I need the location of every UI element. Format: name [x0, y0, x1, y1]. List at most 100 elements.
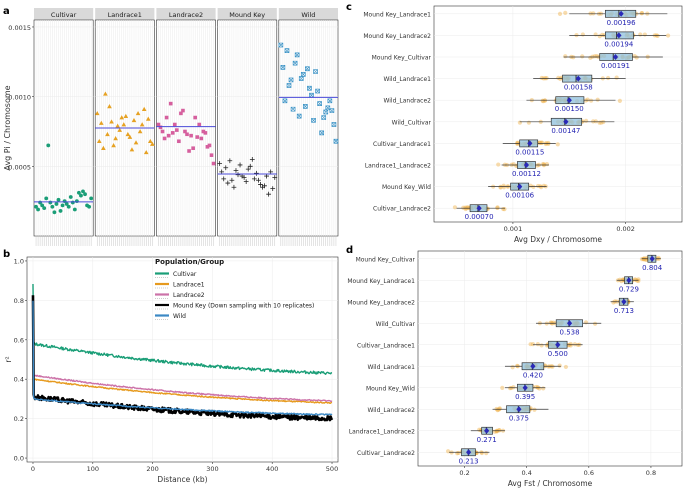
- panel-a-point: [66, 204, 71, 209]
- box-data-point: [548, 320, 553, 325]
- panel-a-facet-strip: [156, 8, 216, 20]
- panel-a-point: [42, 206, 47, 211]
- box-mean-label: 0.00158: [564, 84, 593, 92]
- box-data-point: [557, 11, 563, 17]
- panel-a-point: [237, 162, 243, 168]
- box-data-point: [494, 429, 500, 434]
- box-mean-marker: [621, 298, 627, 305]
- panel-a-point: [127, 134, 133, 139]
- panel-a-facet-box: [217, 19, 278, 237]
- box-data-point: [584, 118, 589, 123]
- panel-a-facet-title: Wild: [301, 11, 315, 19]
- box-row-label: Cultivar_Landrace1: [357, 342, 415, 349]
- box-mean-marker: [523, 162, 530, 168]
- box-data-point: [636, 278, 641, 284]
- panel-a-point: [207, 143, 212, 148]
- panel-a-point: [89, 196, 94, 201]
- box-data-point: [588, 55, 593, 60]
- box-mean-label: 0.500: [548, 350, 568, 358]
- panel-a-point: [58, 209, 63, 213]
- panel-a-point: [150, 141, 155, 146]
- panel-a-point: [46, 143, 51, 148]
- panel-a-point: [292, 60, 298, 66]
- box-data-point: [639, 11, 644, 16]
- box-mean-marker: [575, 75, 581, 82]
- box-data-point: [515, 363, 520, 368]
- panel-a-point: [278, 42, 284, 48]
- panel-a-point: [229, 177, 235, 183]
- box-row-label: Mound Key_Landrace2: [347, 299, 415, 306]
- box-data-point: [563, 10, 568, 15]
- box-data-point: [639, 10, 645, 16]
- panel-a-point: [133, 140, 139, 145]
- panel-a-point: [313, 69, 318, 74]
- panel-a-point: [137, 129, 143, 134]
- box-data-point: [563, 54, 568, 59]
- panel-b-plot-area: [26, 256, 339, 463]
- box-mean-marker: [466, 449, 472, 456]
- box-data-point: [539, 185, 544, 190]
- panel-a-point: [211, 161, 216, 166]
- box-data-point: [539, 140, 544, 146]
- box-data-point: [585, 97, 590, 102]
- box-mean-marker: [522, 384, 528, 391]
- panel-a-point: [201, 129, 206, 134]
- box-data-point: [497, 406, 502, 411]
- box-data-point: [511, 385, 516, 390]
- box-data-point: [605, 75, 611, 81]
- panel-a-point: [183, 129, 187, 134]
- box-data-point: [455, 451, 460, 456]
- panel-a-point: [302, 104, 308, 109]
- panel-a-point: [83, 192, 87, 197]
- box-row-label: Wild_Landrace2: [383, 98, 431, 105]
- box-mean-label: 0.00106: [505, 192, 534, 200]
- box-row-label: Mound Key_Cultivar: [372, 55, 432, 62]
- panel-b-legend-label: Cultivar: [173, 271, 197, 278]
- box-row-label: Wild_Cultivar: [376, 321, 416, 328]
- panel-b-legend-label: Mound Key (Down sampling with 10 replica…: [173, 303, 314, 310]
- panel-a-point: [143, 149, 149, 155]
- panel-a-point: [199, 136, 204, 141]
- panel-b-ytick-label: 0.4: [14, 376, 24, 384]
- box-mean-label: 0.00191: [601, 62, 630, 70]
- box-data-point: [500, 385, 505, 390]
- box-data-point: [539, 343, 544, 348]
- box-mean-label: 0.713: [614, 307, 634, 315]
- panel-a-point: [270, 186, 276, 192]
- panel-a-point: [307, 85, 312, 91]
- panel-a-point: [317, 101, 322, 106]
- box-mean-label: 0.271: [477, 436, 497, 444]
- panel-a-point: [185, 132, 189, 137]
- box-data-point: [589, 98, 594, 103]
- box-mean-marker: [618, 10, 624, 17]
- panel-a-point: [54, 202, 59, 206]
- panel-a-point: [329, 108, 335, 113]
- box-xtick-label: 0.4: [522, 469, 532, 477]
- box-row-label: Mound Key_Cultivar: [356, 256, 416, 263]
- box-mean-label: 0.213: [459, 457, 479, 465]
- box-xtick-label: 0.001: [504, 225, 523, 233]
- panel-a-point: [44, 196, 49, 201]
- box-mean-marker: [612, 54, 619, 60]
- box-mean-label: 0.00115: [515, 148, 544, 156]
- box-mean-label: 0.00147: [551, 127, 580, 135]
- box-data-point: [544, 140, 549, 146]
- panel-c-plot-area: [433, 5, 683, 223]
- box-data-point: [537, 140, 542, 145]
- panel-a-point: [77, 190, 81, 195]
- panel-a-point: [141, 106, 147, 111]
- box-xtick-label: 0.8: [646, 469, 656, 477]
- panel-a-point: [162, 136, 167, 141]
- panel-a-point: [125, 131, 131, 137]
- panel-a-point: [79, 193, 83, 198]
- box-data-point: [632, 54, 637, 59]
- box-data-point: [551, 320, 556, 325]
- box-data-point: [665, 33, 671, 38]
- panel-a-point: [74, 199, 79, 204]
- panel-a-point: [191, 146, 195, 151]
- panel-a-point: [175, 128, 179, 132]
- panel-a-point: [56, 197, 61, 202]
- panel-a-facet-title: Landrace2: [169, 11, 203, 19]
- panel-a-point: [105, 131, 110, 137]
